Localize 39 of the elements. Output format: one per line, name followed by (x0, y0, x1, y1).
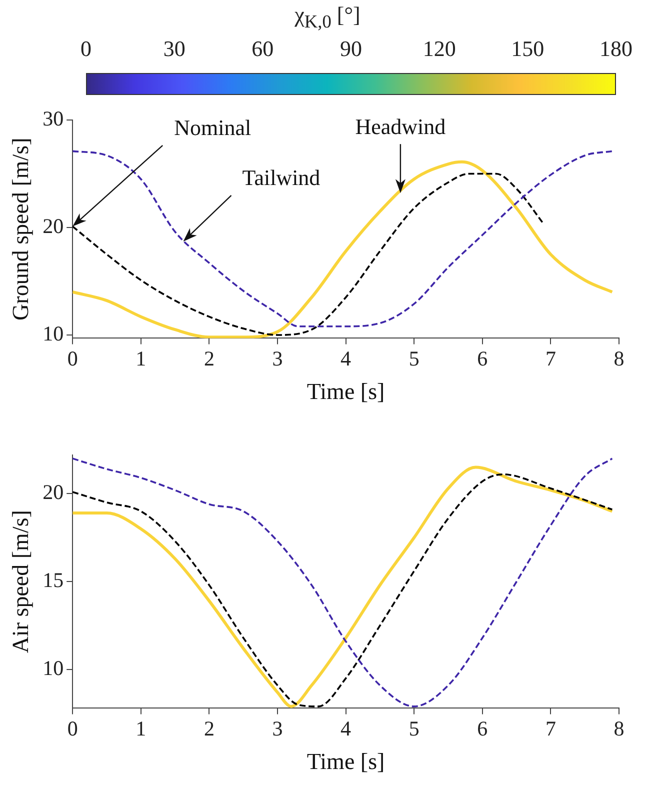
y-axis-title: Air speed [m/s] (8, 510, 33, 654)
color-bar-label: 90 (340, 36, 362, 62)
color-bar-label: 150 (511, 36, 544, 62)
y-tick-label: 30 (42, 106, 64, 131)
annotation: Tailwind (242, 165, 320, 190)
x-tick-label: 4 (340, 346, 352, 370)
x-tick-label: 2 (204, 346, 214, 370)
x-tick-label: 5 (408, 346, 420, 370)
x-tick-label: 6 (477, 716, 488, 740)
y-tick-label: 10 (42, 656, 64, 680)
x-tick-label: 1 (136, 346, 146, 370)
y-tick-label: 15 (42, 568, 64, 592)
x-tick-label: 3 (272, 346, 283, 370)
x-tick-label: 5 (408, 716, 420, 740)
x-tick-label: 1 (136, 716, 146, 740)
x-tick-label: 6 (477, 346, 488, 370)
y-axis-title: Ground speed [m/s] (8, 138, 33, 320)
y-tick-label: 20 (42, 480, 64, 504)
x-axis-title: Time [s] (306, 379, 385, 404)
color-bar-label: 120 (422, 36, 456, 62)
annotation: Nominal (174, 115, 252, 140)
color-bar-label: 0 (80, 36, 92, 62)
x-tick-label: 8 (614, 716, 624, 740)
x-tick-label: 0 (67, 346, 78, 370)
y-tick-label: 10 (42, 321, 64, 346)
x-tick-label: 7 (545, 346, 556, 370)
x-tick-label: 0 (67, 716, 78, 740)
color-bar-label: 30 (163, 36, 186, 62)
x-tick-label: 2 (204, 716, 214, 740)
x-tick-label: 4 (340, 716, 352, 740)
color-bar-label: 60 (252, 36, 274, 62)
annotation: Headwind (355, 114, 446, 139)
y-tick-label: 20 (42, 214, 64, 238)
color-bar-label: 180 (600, 36, 632, 62)
x-tick-label: 8 (614, 346, 624, 370)
x-tick-label: 3 (272, 716, 283, 740)
x-axis-title: Time [s] (306, 749, 385, 774)
color-bar-title: χ$_{K,0}$ [°] (294, 2, 362, 32)
x-tick-label: 7 (545, 716, 556, 740)
